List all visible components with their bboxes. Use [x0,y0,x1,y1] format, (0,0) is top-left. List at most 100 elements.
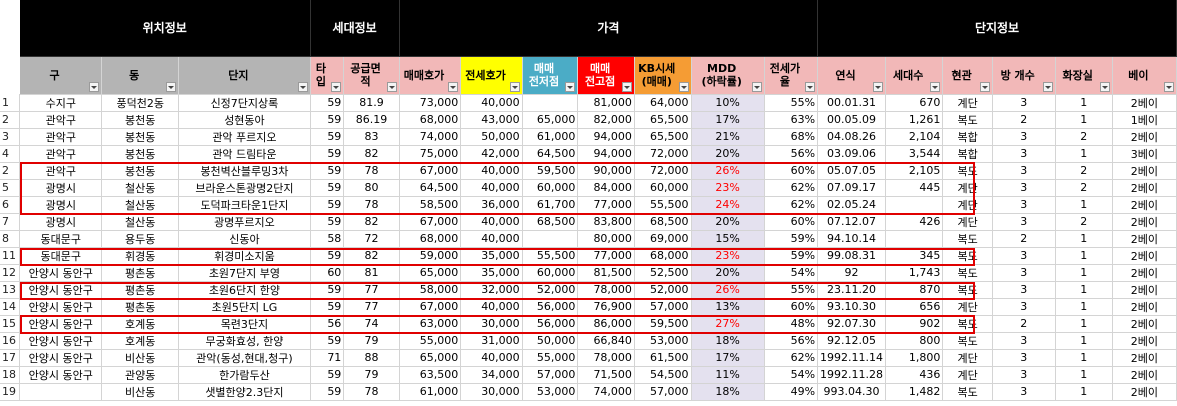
cell-high[interactable]: 82,000 [577,111,635,129]
cell-jeonse[interactable]: 40,000 [460,213,523,231]
cell-rooms[interactable]: 2 [992,230,1056,248]
cell-gu[interactable]: 광명시 [19,196,103,214]
cell-area[interactable]: 81 [343,264,400,282]
cell-area[interactable]: 88 [343,349,400,367]
cell-dong[interactable]: 철산동 [101,196,180,214]
cell-hh[interactable]: 436 [885,366,944,384]
cell-bath[interactable]: 1 [1055,145,1113,163]
cell-danji[interactable]: 한가람두산 [178,366,311,384]
cell-rooms[interactable]: 3 [992,145,1056,163]
cell-kb[interactable]: 72,000 [634,162,692,180]
cell-area[interactable]: 82 [343,145,400,163]
cell-type[interactable]: 58 [310,230,345,248]
cell-rooms[interactable]: 3 [992,332,1056,350]
cell-bay[interactable]: 2베이 [1112,179,1177,197]
cell-ratio[interactable]: 59% [764,230,819,248]
cell-bath[interactable]: 2 [1055,162,1113,180]
cell-hh[interactable]: 1,800 [885,349,944,367]
cell-bay[interactable]: 2베이 [1112,349,1177,367]
filter-dropdown-button[interactable] [386,81,397,92]
cell-high[interactable]: 86,000 [577,315,635,333]
cell-danji[interactable]: 성현동아 [178,111,311,129]
cell-ratio[interactable]: 68% [764,128,819,146]
cell-bath[interactable]: 1 [1055,315,1113,333]
cell-bath[interactable]: 1 [1055,281,1113,299]
cell-year[interactable]: 23.11.20 [817,281,887,299]
cell-mdd[interactable]: 18% [691,332,765,350]
filter-dropdown-button[interactable] [621,81,632,92]
cell-gu[interactable]: 동대문구 [19,230,103,248]
cell-gu[interactable]: 안양시 동안구 [19,264,103,282]
cell-hh[interactable]: 656 [885,298,944,316]
cell-hall[interactable]: 계단 [942,298,993,316]
cell-area[interactable]: 77 [343,281,400,299]
cell-danji[interactable]: 신동아 [178,230,311,248]
cell-low[interactable]: 59,500 [522,162,579,180]
cell-high[interactable]: 74,000 [577,383,635,401]
cell-hall[interactable]: 복도 [942,332,993,350]
cell-dong[interactable]: 철산동 [101,213,180,231]
cell-low[interactable]: 65,000 [522,111,579,129]
cell-rooms[interactable]: 3 [992,196,1056,214]
cell-bath[interactable]: 1 [1055,196,1113,214]
cell-mdd[interactable]: 23% [691,179,765,197]
cell-bay[interactable]: 2베이 [1112,247,1177,265]
cell-gu[interactable]: 안양시 동안구 [19,332,103,350]
cell-low[interactable] [522,94,579,112]
cell-high[interactable]: 77,000 [577,247,635,265]
cell-type[interactable]: 59 [310,281,345,299]
cell-area[interactable]: 82 [343,213,400,231]
cell-year[interactable]: 02.05.24 [817,196,887,214]
cell-high[interactable]: 94,000 [577,145,635,163]
cell-danji[interactable]: 브라운스톤광명2단지 [178,179,311,197]
cell-year[interactable]: 1992.11.28 [817,366,887,384]
cell-year[interactable]: 03.09.06 [817,145,887,163]
cell-type[interactable]: 59 [310,298,345,316]
cell-sale[interactable]: 68,000 [399,111,462,129]
cell-high[interactable]: 83,800 [577,213,635,231]
cell-type[interactable]: 59 [310,383,345,401]
cell-high[interactable]: 84,000 [577,179,635,197]
cell-type[interactable]: 71 [310,349,345,367]
cell-hall[interactable]: 복합 [942,128,993,146]
cell-hh[interactable]: 870 [885,281,944,299]
filter-dropdown-button[interactable] [930,81,941,92]
cell-mdd[interactable]: 20% [691,145,765,163]
cell-dong[interactable]: 관양동 [101,366,180,384]
filter-dropdown-button[interactable] [873,81,884,92]
cell-kb[interactable]: 64,000 [634,94,692,112]
filter-dropdown-button[interactable] [1042,81,1053,92]
cell-area[interactable]: 81.9 [343,94,400,112]
cell-high[interactable]: 94,000 [577,128,635,146]
cell-gu[interactable]: 안양시 동안구 [19,298,103,316]
cell-bay[interactable]: 2베이 [1112,281,1177,299]
cell-sale[interactable]: 61,000 [399,383,462,401]
cell-rooms[interactable]: 3 [992,162,1056,180]
cell-dong[interactable]: 비산동 [101,383,180,401]
cell-hall[interactable]: 복도 [942,264,993,282]
cell-jeonse[interactable]: 40,000 [460,230,523,248]
filter-dropdown-button[interactable] [331,81,342,92]
cell-danji[interactable]: 관악 드림타운 [178,145,311,163]
cell-jeonse[interactable]: 42,000 [460,145,523,163]
cell-gu[interactable]: 안양시 동안구 [19,366,103,384]
cell-danji[interactable]: 목련3단지 [178,315,311,333]
cell-dong[interactable]: 휘경동 [101,247,180,265]
cell-gu[interactable]: 안양시 동안구 [19,349,103,367]
cell-bath[interactable]: 2 [1055,213,1113,231]
cell-jeonse[interactable]: 35,000 [460,264,523,282]
cell-mdd[interactable]: 20% [691,264,765,282]
cell-hall[interactable]: 계단 [942,213,993,231]
cell-hh[interactable]: 1,743 [885,264,944,282]
cell-kb[interactable]: 68,000 [634,247,692,265]
cell-type[interactable]: 59 [310,94,345,112]
cell-mdd[interactable]: 15% [691,230,765,248]
cell-gu[interactable]: 관악구 [19,162,103,180]
cell-mdd[interactable]: 10% [691,94,765,112]
cell-bay[interactable]: 2베이 [1112,315,1177,333]
cell-hall[interactable]: 복도 [942,383,993,401]
cell-hall[interactable]: 계단 [942,196,993,214]
cell-mdd[interactable]: 17% [691,349,765,367]
cell-low[interactable]: 68,500 [522,213,579,231]
cell-ratio[interactable]: 62% [764,179,819,197]
